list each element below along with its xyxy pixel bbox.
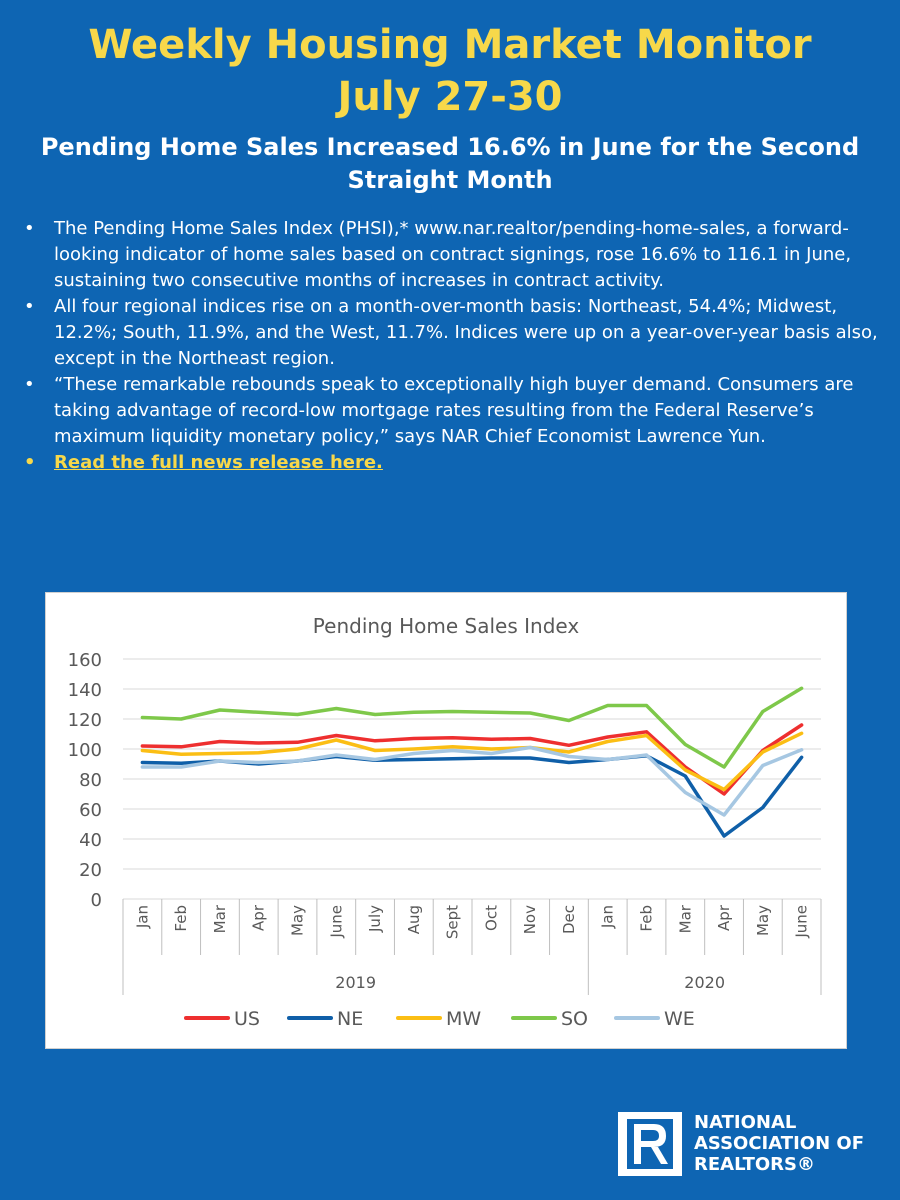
x-tick-label: June — [327, 905, 345, 939]
realtor-r-logo-icon — [618, 1112, 682, 1176]
page-title-line-2: July 27-30 — [337, 74, 563, 120]
series-line-ne — [140, 754, 804, 838]
series-line-mw — [140, 731, 804, 792]
bullet-text: The Pending Home Sales Index (PHSI),* ww… — [54, 218, 852, 291]
bullet-item-2: • All four regional indices rise on a mo… — [22, 294, 882, 372]
x-tick-label: Jan — [599, 905, 617, 929]
chart-title: Pending Home Sales Index — [313, 614, 580, 638]
pending-home-sales-chart: Pending Home Sales Index 0 20 40 60 80 100 120 1… — [68, 614, 822, 1030]
bullet-dot: • — [24, 452, 36, 473]
chart-container: Pending Home Sales Index 0 20 40 60 80 100 120 1… — [45, 592, 847, 1049]
x-tick-label: Feb — [638, 905, 656, 932]
news-release-link[interactable]: Read the full news release here. — [54, 452, 383, 473]
x-tick-label: Jan — [133, 905, 151, 929]
series-line-so — [140, 686, 804, 769]
bullet-item-link: • Read the full news release here. — [22, 450, 882, 476]
x-tick-label: July — [366, 905, 384, 933]
bullet-dot: • — [24, 374, 35, 395]
series-line-we — [140, 745, 804, 817]
x-tick-label: Nov — [521, 905, 539, 934]
x-tick-label: Mar — [211, 904, 229, 933]
logo-line-3: REALTORS® — [694, 1154, 815, 1175]
x-tick-label: Apr — [715, 904, 733, 931]
logo-line-1: NATIONAL — [694, 1112, 797, 1133]
bullet-list: • The Pending Home Sales Index (PHSI),* … — [22, 216, 882, 476]
x-tick-label: Oct — [482, 905, 500, 931]
legend-label-we: WE — [664, 1008, 695, 1030]
x-tick-label: May — [754, 905, 772, 936]
x-group-label: 2019 — [335, 973, 376, 992]
x-tick-label: Feb — [172, 905, 190, 932]
x-tick-label: Sept — [444, 905, 462, 939]
x-tick-label: Aug — [405, 905, 423, 934]
legend-label-so: SO — [561, 1008, 588, 1030]
legend-label-us: US — [234, 1008, 260, 1030]
logo-line-2: ASSOCIATION OF — [694, 1133, 864, 1154]
bullet-dot: • — [24, 218, 35, 239]
x-tick-label: Dec — [560, 905, 578, 934]
y-tick-label: 140 — [68, 680, 102, 701]
y-tick-label: 160 — [68, 650, 102, 671]
y-tick-label: 100 — [68, 740, 102, 761]
bullet-text: “These remarkable rebounds speak to exce… — [54, 374, 854, 447]
legend-label-ne: NE — [337, 1008, 363, 1030]
legend-label-mw: MW — [446, 1008, 481, 1030]
page-title-line-1: Weekly Housing Market Monitor — [88, 22, 812, 68]
bullet-dot: • — [24, 296, 35, 317]
y-tick-label: 120 — [68, 710, 102, 731]
y-tick-label: 0 — [91, 890, 102, 911]
x-tick-label: Apr — [250, 904, 268, 931]
bullet-item-1: • The Pending Home Sales Index (PHSI),* … — [22, 216, 882, 294]
bullet-item-3: • “These remarkable rebounds speak to ex… — [22, 372, 882, 450]
y-tick-label: 40 — [79, 830, 102, 851]
nar-logo: NATIONAL ASSOCIATION OF REALTORS® — [618, 1112, 878, 1176]
page-subtitle: Pending Home Sales Increased 16.6% in Ju… — [40, 133, 860, 194]
x-tick-label: Mar — [676, 904, 694, 933]
y-tick-label: 20 — [79, 860, 102, 881]
y-tick-label: 60 — [79, 800, 102, 821]
y-tick-label: 80 — [79, 770, 102, 791]
x-tick-label: June — [793, 905, 811, 939]
bullet-text: All four regional indices rise on a mont… — [54, 296, 878, 369]
x-tick-label: May — [289, 905, 307, 936]
x-group-label: 2020 — [684, 973, 725, 992]
nar-logo-text: NATIONAL ASSOCIATION OF REALTORS® — [694, 1112, 864, 1175]
